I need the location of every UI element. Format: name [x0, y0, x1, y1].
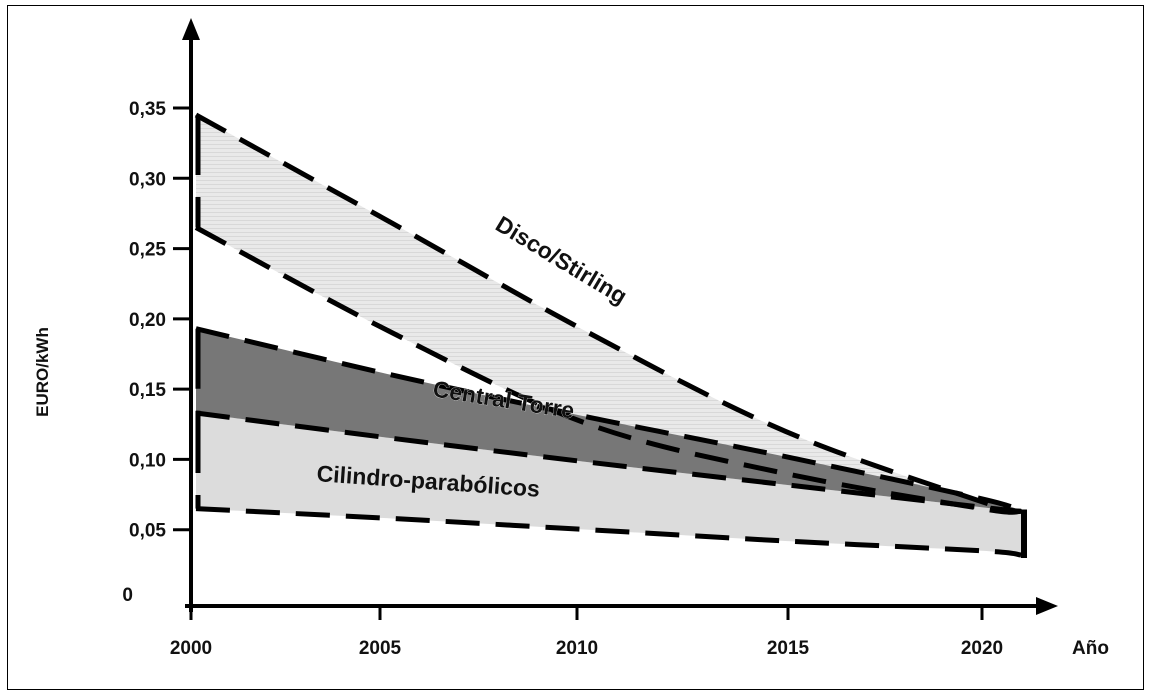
y-axis-arrow — [182, 18, 200, 40]
chart-boundaries — [194, 112, 1027, 559]
x-axis-title: Año — [1072, 638, 1109, 659]
upper-bound-cilindro-parab-licos — [195, 410, 1022, 514]
y-tick-label: 0,25 — [129, 240, 166, 261]
y-tick-label: 0 — [122, 585, 133, 606]
lower-bound-cilindro-parab-licos — [195, 506, 1022, 558]
x-tick-label: 2005 — [359, 638, 402, 659]
x-tick-label: 2020 — [961, 638, 1003, 659]
y-tick-label: 0,10 — [129, 450, 166, 471]
area-central-torre — [196, 328, 1021, 512]
x-axis-arrow — [1036, 597, 1058, 615]
y-tick-label: 0,35 — [129, 99, 166, 120]
y-tick-label: 0,30 — [129, 169, 166, 190]
area-disco-stirling — [196, 115, 1021, 513]
x-tick-label: 2000 — [170, 638, 212, 659]
chart-ticks: 0 0,05 0,10 0,15 0,20 0,25 0,30 0,35 2000 2005 201… — [122, 99, 1003, 659]
x-tick-label: 2010 — [556, 638, 598, 659]
upper-bound-central-torre — [195, 326, 1022, 514]
y-tick-label: 0,15 — [129, 380, 166, 401]
y-tick-label: 0,20 — [129, 310, 166, 331]
chart-axes — [182, 18, 1058, 615]
area-cilindro-parab-licos — [196, 413, 1021, 555]
y-tick-label: 0,05 — [129, 521, 166, 542]
y-axis-title: EURO/kWh — [33, 327, 52, 417]
x-tick-label: 2015 — [767, 638, 810, 659]
chart-areas — [196, 115, 1021, 555]
